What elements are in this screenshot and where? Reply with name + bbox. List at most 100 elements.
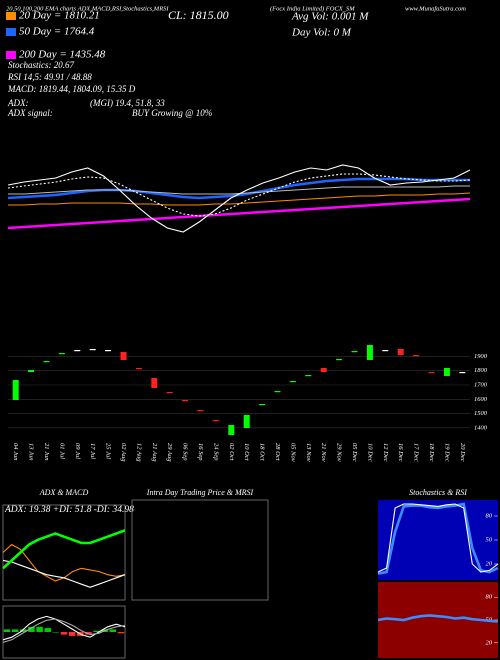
y-tick-label: 1700: [474, 381, 488, 388]
candle: [197, 410, 204, 412]
panel-title: Intra Day Trading Price & MRSI: [146, 488, 254, 497]
series-line: [377, 614, 499, 623]
y-tick-label: 80: [486, 512, 493, 519]
candle: [182, 400, 189, 402]
y-tick-label: 20: [486, 639, 493, 646]
header-text: 20,50,100,200 EMA charts ADX,MACD,RSI,St…: [6, 5, 169, 12]
header-text: BUY Growing @ 10%: [132, 108, 212, 118]
histogram-bar: [36, 626, 43, 632]
x-tick-label: 05 Dec: [351, 443, 358, 462]
candle: [151, 378, 158, 388]
histogram-bar: [60, 632, 68, 635]
panel-subtitle: ADX: 19.38 +DI: 51.8 -DI: 34.98: [4, 505, 134, 515]
candle: [289, 381, 296, 383]
legend-label: 200 Day = 1435.48: [19, 49, 106, 61]
header-text: www.MunafaSutra.com: [405, 5, 466, 12]
header-text: MACD: 1819.44, 1804.09, 15.35 D: [7, 84, 136, 94]
x-tick-label: 16 Sep: [197, 443, 204, 461]
header-text: RSI 14,5: 49.91 / 48.88: [7, 72, 92, 82]
header-text: Day Vol: 0 M: [291, 27, 352, 39]
header-text: Stochastics: 20.67: [8, 60, 74, 70]
candle: [366, 345, 373, 360]
x-tick-label: 29 Aug: [166, 443, 173, 462]
histogram-bar: [20, 629, 27, 632]
candle: [89, 349, 96, 351]
header-text: (Focx India Limited) FOCX_SM: [270, 5, 355, 12]
header-text: Avg Vol: 0.001 M: [291, 11, 369, 23]
x-tick-label: 20 Dec: [459, 443, 466, 462]
series-line: [2, 559, 126, 588]
y-tick-label: 1400: [474, 424, 488, 431]
header-text: CL: 1815.00: [168, 8, 229, 22]
x-tick-label: 13 Nov: [305, 443, 312, 462]
histogram-bar: [68, 632, 76, 636]
x-tick-label: 02 Oct: [228, 443, 235, 461]
x-tick-label: 17 Jul: [89, 443, 96, 459]
series-line: [377, 503, 499, 573]
candle: [351, 351, 358, 353]
legend-label: 50 Day = 1764.4: [19, 26, 95, 38]
histogram-bar: [93, 630, 100, 632]
candle: [12, 380, 19, 400]
x-tick-label: 21 Nov: [320, 443, 327, 462]
x-tick-label: 25 Jul: [105, 443, 112, 459]
header-text: ADX signal:: [7, 108, 53, 118]
candle: [336, 359, 343, 361]
legend-swatch: [6, 51, 16, 59]
legend-swatch: [6, 28, 16, 36]
panel-border: [2, 605, 126, 659]
panel-border: [131, 499, 269, 601]
x-tick-label: 12 Dec: [382, 443, 389, 462]
histogram-bar: [44, 628, 51, 632]
candle: [320, 368, 327, 372]
legend-label: 20 Day = 1810.21: [19, 10, 100, 22]
y-tick-label: 80: [486, 594, 493, 601]
candle: [428, 372, 435, 374]
x-tick-label: 09 Jul: [74, 443, 81, 459]
x-tick-label: 10 Oct: [243, 443, 250, 461]
candle: [274, 391, 281, 393]
series-line: [2, 529, 126, 570]
candle: [382, 350, 389, 352]
histogram-bar: [109, 629, 117, 632]
candle: [305, 375, 312, 377]
y-tick-label: 1900: [474, 353, 488, 360]
x-tick-label: 29 Nov: [336, 443, 343, 462]
x-tick-label: 18 Dec: [428, 443, 435, 462]
x-tick-label: 04 Jun: [12, 443, 19, 461]
candle: [74, 350, 81, 352]
x-tick-label: 01 Jul: [58, 443, 65, 459]
x-tick-label: 12 Aug: [135, 443, 142, 462]
legend-swatch: [6, 12, 16, 20]
x-tick-label: 06 Sep: [182, 443, 189, 461]
candle: [28, 370, 35, 372]
candle: [166, 392, 173, 394]
panel-title: ADX & MACD: [39, 488, 89, 497]
y-tick-label: 50: [486, 536, 493, 543]
x-tick-label: 28 Oct: [274, 443, 281, 461]
histogram-bar: [117, 632, 125, 634]
candle: [105, 350, 112, 352]
x-tick-label: 21 Jun: [43, 443, 50, 461]
candle: [459, 372, 466, 374]
candle: [259, 404, 266, 406]
x-tick-label: 18 Oct: [259, 443, 266, 461]
x-tick-label: 02 Aug: [120, 443, 127, 462]
histogram-bar: [28, 626, 35, 632]
candle: [443, 368, 450, 376]
panel-title: Stochastics & RSI: [409, 488, 467, 497]
y-tick-label: 1500: [474, 410, 488, 417]
series-line: [7, 164, 471, 233]
candle: [58, 353, 65, 355]
x-tick-label: 21 Aug: [151, 443, 158, 462]
histogram-bar: [11, 629, 19, 632]
x-tick-label: 05 Nov: [289, 443, 296, 462]
candle: [228, 425, 235, 435]
x-tick-label: 24 Sep: [212, 443, 219, 461]
candle: [413, 355, 420, 357]
candle: [135, 368, 142, 370]
candle: [212, 420, 219, 422]
x-tick-label: 19 Dec: [443, 443, 450, 462]
histogram-bar: [52, 632, 60, 633]
histogram-bar: [3, 629, 11, 632]
